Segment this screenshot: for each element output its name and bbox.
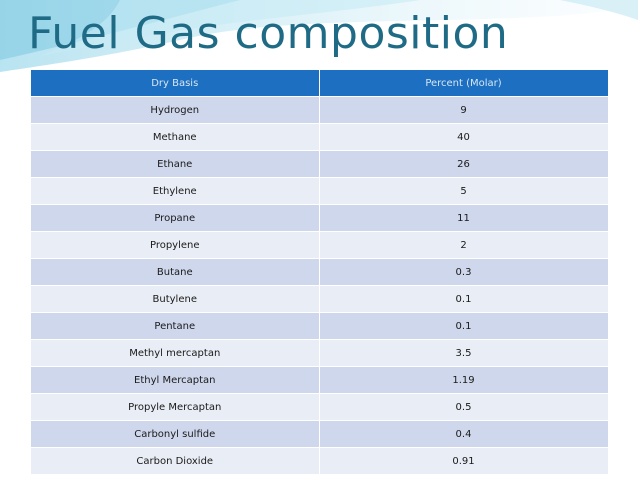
component-name: Propylene — [31, 231, 320, 259]
molar-percent: 0.4 — [319, 420, 609, 448]
molar-percent: 1.19 — [319, 366, 609, 394]
component-name: Propyle Mercaptan — [31, 393, 320, 421]
molar-percent: 2 — [319, 231, 609, 259]
header-percent-molar: Percent (Molar) — [319, 70, 609, 97]
table-row: Carbon Dioxide 0.91 — [31, 447, 609, 475]
table-row: Hydrogen 9 — [31, 96, 609, 124]
molar-percent: 0.91 — [319, 447, 609, 475]
component-name: Ethylene — [31, 177, 320, 205]
table-row: Methyl mercaptan 3.5 — [31, 339, 609, 367]
table-row: Butylene 0.1 — [31, 285, 609, 313]
molar-percent: 5 — [319, 177, 609, 205]
slide-title: Fuel Gas composition — [28, 8, 509, 59]
table-row: Propyle Mercaptan 0.5 — [31, 393, 609, 421]
molar-percent: 0.1 — [319, 312, 609, 340]
component-name: Methane — [31, 123, 320, 151]
component-name: Butylene — [31, 285, 320, 313]
molar-percent: 40 — [319, 123, 609, 151]
table-row: Butane 0.3 — [31, 258, 609, 286]
component-name: Hydrogen — [31, 96, 320, 124]
table-row: Ethylene 5 — [31, 177, 609, 205]
table-row: Ethyl Mercaptan 1.19 — [31, 366, 609, 394]
molar-percent: 11 — [319, 204, 609, 232]
molar-percent: 0.3 — [319, 258, 609, 286]
component-name: Carbon Dioxide — [31, 447, 320, 475]
table-row: Methane 40 — [31, 123, 609, 151]
table-row: Ethane 26 — [31, 150, 609, 178]
component-name: Carbonyl sulfide — [31, 420, 320, 448]
component-name: Ethane — [31, 150, 320, 178]
component-name: Propane — [31, 204, 320, 232]
component-name: Pentane — [31, 312, 320, 340]
molar-percent: 0.1 — [319, 285, 609, 313]
molar-percent: 26 — [319, 150, 609, 178]
component-name: Methyl mercaptan — [31, 339, 320, 367]
composition-table-container: Dry Basis Percent (Molar) Hydrogen 9 Met… — [31, 70, 609, 475]
molar-percent: 9 — [319, 96, 609, 124]
table-row: Propane 11 — [31, 204, 609, 232]
molar-percent: 0.5 — [319, 393, 609, 421]
table-row: Pentane 0.1 — [31, 312, 609, 340]
header-dry-basis: Dry Basis — [31, 70, 320, 97]
composition-table: Dry Basis Percent (Molar) Hydrogen 9 Met… — [31, 70, 609, 475]
table-header-row: Dry Basis Percent (Molar) — [31, 70, 609, 97]
molar-percent: 3.5 — [319, 339, 609, 367]
table-row: Propylene 2 — [31, 231, 609, 259]
component-name: Butane — [31, 258, 320, 286]
table-row: Carbonyl sulfide 0.4 — [31, 420, 609, 448]
component-name: Ethyl Mercaptan — [31, 366, 320, 394]
